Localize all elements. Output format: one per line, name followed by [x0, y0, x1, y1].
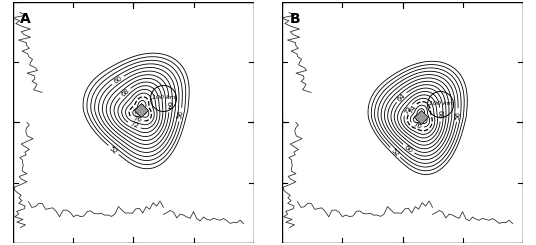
Text: 72: 72 — [129, 121, 139, 130]
Text: 76: 76 — [412, 122, 422, 130]
Text: 64: 64 — [166, 101, 172, 110]
Text: 76: 76 — [132, 115, 143, 123]
Text: 80: 80 — [135, 105, 143, 115]
Text: 60: 60 — [113, 75, 123, 85]
Text: 52: 52 — [390, 147, 400, 157]
Text: 72: 72 — [403, 104, 413, 115]
Text: 60: 60 — [403, 144, 414, 154]
Point — [416, 116, 425, 120]
Text: 68: 68 — [437, 110, 443, 119]
Text: 100 km: 100 km — [152, 95, 175, 100]
Text: 74: 74 — [407, 104, 418, 115]
Text: 100 km: 100 km — [429, 101, 452, 106]
Text: A: A — [20, 12, 31, 26]
Point — [137, 109, 146, 112]
Text: 68: 68 — [120, 88, 131, 98]
Text: 52: 52 — [108, 145, 119, 155]
Text: B: B — [289, 12, 300, 26]
Text: 64: 64 — [396, 92, 407, 102]
Text: 56: 56 — [454, 110, 461, 120]
Text: 56: 56 — [177, 110, 184, 120]
